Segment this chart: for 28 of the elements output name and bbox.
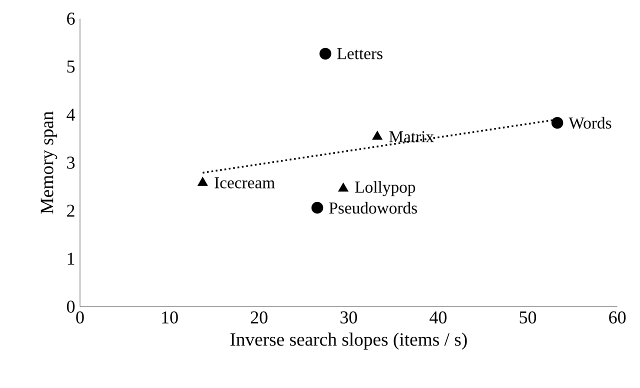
y-tick-label: 5 xyxy=(67,60,75,73)
x-axis-title: Inverse search slopes (items / s) xyxy=(230,332,467,350)
x-tick-label: 40 xyxy=(430,311,447,324)
point xyxy=(338,182,348,192)
annotation: Lollypop xyxy=(355,181,416,196)
point xyxy=(320,48,332,60)
x-tick-label: 0 xyxy=(76,311,84,324)
annotation: Words xyxy=(568,116,612,129)
y-tick-label: 1 xyxy=(68,252,74,265)
x-tick-label: 60 xyxy=(609,311,626,324)
point xyxy=(198,176,208,186)
point xyxy=(372,130,382,140)
x-tick-label: 30 xyxy=(340,311,357,324)
x-tick-label: 10 xyxy=(162,311,178,324)
y-axis-title: Memory span xyxy=(40,111,58,214)
annotation: Letters xyxy=(337,48,382,60)
annotation: Icecream xyxy=(214,177,275,188)
y-tick-label: 3 xyxy=(67,156,75,169)
annotation: Pseudowords xyxy=(329,202,417,214)
annotation: Matrix xyxy=(389,131,434,142)
point xyxy=(551,116,564,129)
y-tick-label: 4 xyxy=(66,108,76,121)
y-tick-label: 2 xyxy=(67,204,74,217)
y-tick-label: 6 xyxy=(67,12,75,25)
point xyxy=(311,202,324,214)
x-tick-label: 50 xyxy=(520,311,536,324)
y-tick-label: 0 xyxy=(66,300,75,313)
x-tick-label: 20 xyxy=(250,311,268,324)
